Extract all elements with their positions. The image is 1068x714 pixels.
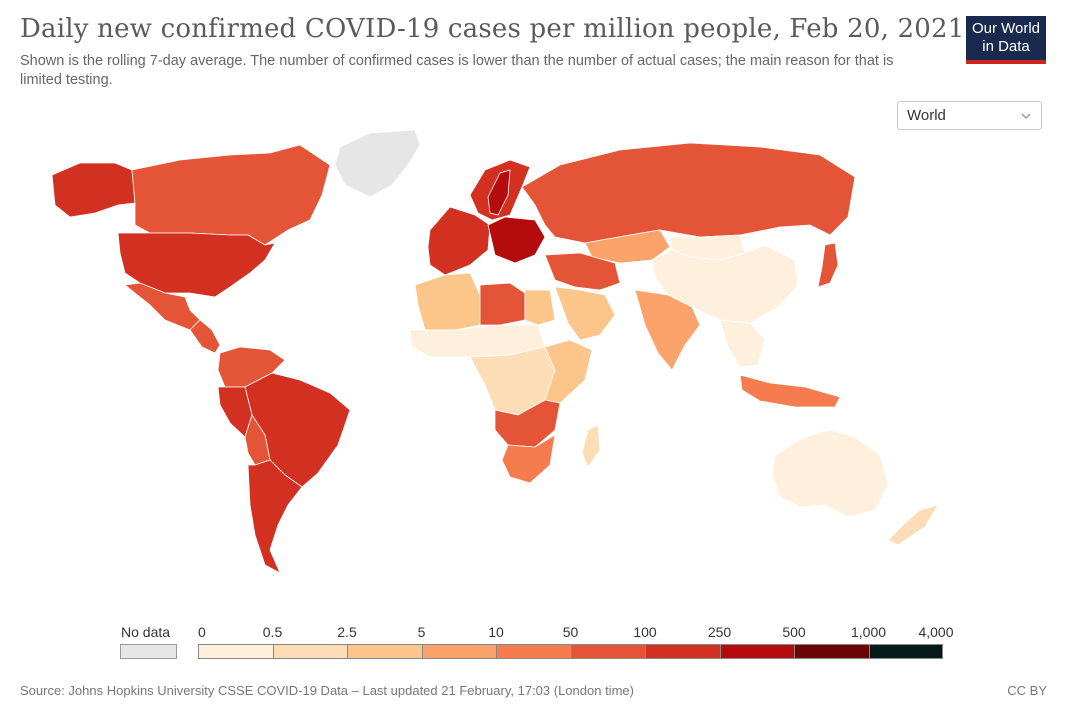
legend-bin[interactable] <box>868 644 943 659</box>
legend-bin[interactable] <box>719 644 794 659</box>
legend-tick-label: 50 <box>562 624 579 640</box>
legend-tick-label: 250 <box>707 624 732 640</box>
legend-tick-label: 500 <box>782 624 806 640</box>
map-region[interactable]: Greenland <box>334 129 421 198</box>
legend-tick-label: 0.5 <box>262 624 283 640</box>
map-region[interactable]: Alaska <box>51 162 136 218</box>
map-region[interactable]: Libya <box>479 282 526 326</box>
logo-line-1: Our World <box>971 20 1041 37</box>
map-region[interactable]: Australia <box>771 429 889 518</box>
legend-no-data-swatch[interactable] <box>120 644 177 659</box>
legend-bin[interactable] <box>645 644 720 659</box>
legend-bin[interactable] <box>272 644 347 659</box>
legend-tick-label: 1,000 <box>850 624 887 640</box>
owid-logo[interactable]: Our World in Data <box>966 16 1046 64</box>
map-region[interactable]: Canada <box>131 144 331 246</box>
region-select-value: World <box>907 107 946 124</box>
legend-no-data-label: No data <box>121 624 171 640</box>
legend-tick-label: 4,000 <box>918 624 954 640</box>
legend-bin[interactable] <box>570 644 645 659</box>
map-region[interactable]: Middle East <box>544 252 621 291</box>
color-legend: No data 0 0.5 2.5 5 10 50 100 250 500 1,000 4,000 <box>0 620 1068 665</box>
map-region[interactable]: Russia <box>521 142 856 244</box>
map-region[interactable]: New Zealand <box>887 504 939 546</box>
license-link[interactable]: CC BY <box>1007 683 1047 698</box>
map-region[interactable]: South Africa <box>501 434 556 484</box>
legend-tick-label: 2.5 <box>337 624 357 640</box>
region-select[interactable]: World <box>897 101 1042 130</box>
legend-tick-label: 5 <box>417 624 426 640</box>
map-region[interactable]: Indonesia <box>739 374 841 408</box>
legend-bin[interactable] <box>347 644 422 659</box>
map-region[interactable]: Madagascar <box>581 424 601 468</box>
source-note: Source: Johns Hopkins University CSSE CO… <box>20 683 634 698</box>
legend-bin[interactable] <box>421 644 496 659</box>
map-region[interactable]: Southeast Asia <box>719 319 766 368</box>
map-region[interactable]: Southern Africa <box>494 399 561 448</box>
map-region[interactable]: USA <box>117 232 276 298</box>
logo-line-2: in Data <box>982 38 1030 55</box>
map-region[interactable]: India <box>634 289 701 371</box>
legend-tick-label: 0 <box>198 624 206 640</box>
chart-title: Daily new confirmed COVID-19 cases per m… <box>20 14 965 44</box>
map-region[interactable]: Sweden <box>487 169 511 216</box>
legend-bin[interactable] <box>198 644 273 659</box>
map-region[interactable]: East Africa <box>544 339 593 404</box>
map-region[interactable]: Argentina <box>247 459 303 574</box>
world-map[interactable]: Greenland Alaska Canada USA Mexico Centr… <box>40 125 1040 595</box>
legend-tick-label: 100 <box>633 624 657 640</box>
map-region[interactable]: Japan <box>817 242 839 288</box>
map-region[interactable]: Saudi Arabia <box>554 286 616 341</box>
legend-bin[interactable] <box>794 644 869 659</box>
legend-tick-label: 10 <box>488 624 504 640</box>
map-region[interactable]: Egypt <box>524 289 556 326</box>
chevron-down-icon <box>1021 113 1031 120</box>
map-region[interactable]: Peru <box>217 386 253 438</box>
map-region[interactable]: Western Europe <box>427 206 491 276</box>
map-region[interactable]: North Africa West <box>414 272 481 331</box>
chart-subtitle: Shown is the rolling 7-day average. The … <box>20 53 894 88</box>
map-region[interactable]: Mexico <box>124 282 201 331</box>
legend-bin[interactable] <box>496 644 571 659</box>
map-region[interactable]: Central America <box>189 319 221 354</box>
map-region[interactable]: Central Europe <box>487 216 546 264</box>
